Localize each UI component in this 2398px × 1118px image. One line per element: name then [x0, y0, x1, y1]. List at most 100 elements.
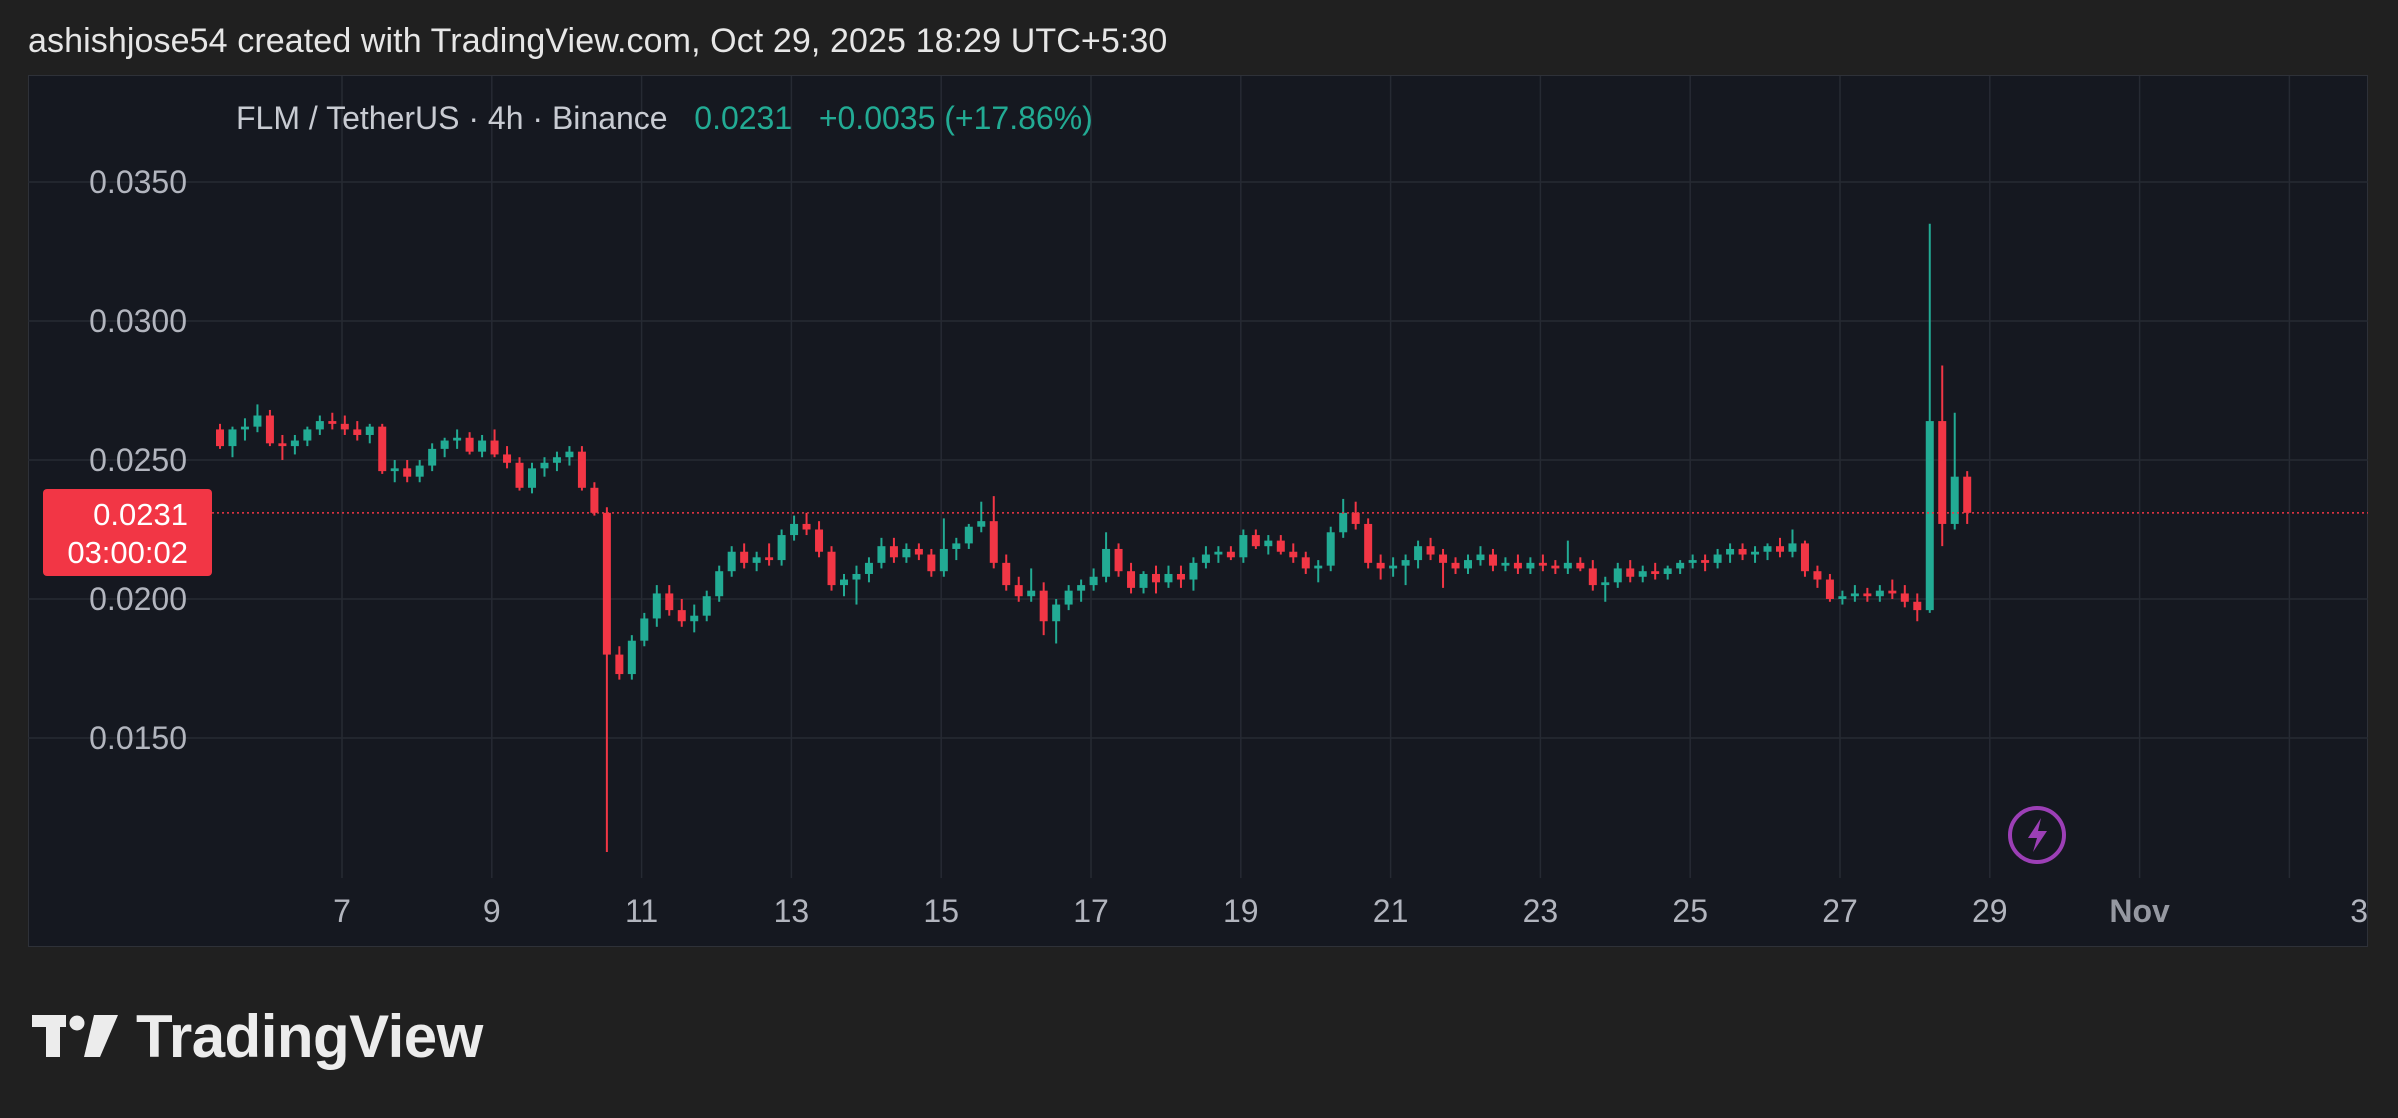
candle[interactable]: [952, 537, 961, 561]
candle[interactable]: [1389, 557, 1398, 577]
candle[interactable]: [1513, 554, 1522, 574]
candle[interactable]: [1701, 554, 1710, 572]
candle[interactable]: [1326, 526, 1335, 572]
candle[interactable]: [640, 612, 649, 647]
candle[interactable]: [403, 460, 412, 483]
candle[interactable]: [1800, 540, 1809, 577]
candle[interactable]: [989, 496, 998, 569]
candle[interactable]: [1351, 501, 1360, 530]
candle[interactable]: [1663, 565, 1672, 580]
candle[interactable]: [303, 426, 312, 447]
candle[interactable]: [727, 546, 736, 577]
candle[interactable]: [465, 432, 474, 455]
candle[interactable]: [864, 557, 873, 583]
candle[interactable]: [378, 423, 387, 474]
candle[interactable]: [1339, 498, 1348, 538]
candle[interactable]: [1601, 576, 1610, 602]
candle[interactable]: [565, 446, 574, 466]
candle[interactable]: [602, 507, 611, 852]
candle[interactable]: [1089, 568, 1098, 591]
candle[interactable]: [1551, 560, 1560, 574]
candle[interactable]: [1813, 565, 1822, 588]
tradingview-logo[interactable]: TradingView: [32, 1002, 483, 1071]
candle[interactable]: [590, 482, 599, 516]
candle[interactable]: [1588, 560, 1597, 591]
candle[interactable]: [503, 446, 512, 469]
candle[interactable]: [240, 418, 249, 441]
candle[interactable]: [1451, 557, 1460, 574]
candle[interactable]: [1264, 535, 1273, 555]
candle[interactable]: [1626, 560, 1635, 583]
candle[interactable]: [1376, 554, 1385, 580]
candle[interactable]: [265, 409, 274, 447]
candle[interactable]: [1426, 537, 1435, 561]
candle[interactable]: [1139, 571, 1148, 594]
candle[interactable]: [278, 434, 287, 460]
candle[interactable]: [1364, 518, 1373, 569]
candle[interactable]: [1526, 557, 1535, 574]
candle[interactable]: [1638, 565, 1647, 583]
candle[interactable]: [1201, 546, 1210, 569]
candle[interactable]: [852, 565, 861, 605]
candle[interactable]: [1002, 554, 1011, 591]
candle[interactable]: [902, 543, 911, 563]
chart-panel[interactable]: [28, 75, 2368, 947]
candle[interactable]: [1538, 554, 1547, 572]
symbol-legend[interactable]: FLM / TetherUS · 4h · Binance 0.0231 +0.…: [236, 100, 1093, 137]
candle[interactable]: [715, 565, 724, 602]
candle[interactable]: [1476, 546, 1485, 566]
candle[interactable]: [1289, 543, 1298, 563]
candle[interactable]: [877, 537, 886, 569]
candle[interactable]: [1064, 585, 1073, 611]
candle[interactable]: [777, 529, 786, 566]
candle[interactable]: [1176, 565, 1185, 588]
candle[interactable]: [428, 443, 437, 472]
candle[interactable]: [790, 515, 799, 541]
candle[interactable]: [1688, 554, 1697, 569]
candle[interactable]: [390, 460, 399, 483]
candle[interactable]: [1239, 529, 1248, 563]
candle[interactable]: [315, 415, 324, 435]
candle[interactable]: [702, 590, 711, 622]
candle[interactable]: [1226, 546, 1235, 561]
candle[interactable]: [1763, 543, 1772, 561]
candle[interactable]: [1127, 562, 1136, 594]
candle[interactable]: [802, 512, 811, 536]
candle[interactable]: [690, 604, 699, 633]
candle[interactable]: [1963, 471, 1972, 524]
candle[interactable]: [889, 537, 898, 563]
candle[interactable]: [840, 573, 848, 597]
candle[interactable]: [815, 521, 824, 558]
candle[interactable]: [1164, 565, 1173, 588]
candle[interactable]: [1938, 365, 1947, 547]
candle[interactable]: [1189, 557, 1198, 591]
candle[interactable]: [353, 421, 362, 441]
candle[interactable]: [528, 462, 536, 494]
candle[interactable]: [1776, 537, 1784, 558]
candle[interactable]: [977, 501, 986, 533]
candle[interactable]: [1850, 585, 1859, 602]
candle[interactable]: [1738, 543, 1747, 561]
candle[interactable]: [216, 423, 224, 449]
candle[interactable]: [415, 460, 424, 483]
candle[interactable]: [365, 423, 374, 444]
candle[interactable]: [1027, 568, 1036, 602]
candle[interactable]: [1751, 546, 1760, 563]
candle[interactable]: [1077, 579, 1086, 602]
candle[interactable]: [914, 543, 923, 561]
candle[interactable]: [290, 434, 299, 455]
candle[interactable]: [1838, 590, 1847, 605]
candle[interactable]: [540, 457, 549, 477]
candle[interactable]: [1651, 562, 1660, 580]
candle[interactable]: [340, 415, 349, 435]
candle[interactable]: [1114, 543, 1123, 577]
candle[interactable]: [677, 599, 686, 627]
candle[interactable]: [577, 446, 586, 491]
candle[interactable]: [1863, 587, 1872, 602]
candle[interactable]: [440, 437, 449, 458]
candle[interactable]: [1900, 585, 1909, 608]
candle[interactable]: [1439, 548, 1448, 588]
candle[interactable]: [1102, 532, 1111, 583]
candle[interactable]: [328, 412, 337, 430]
